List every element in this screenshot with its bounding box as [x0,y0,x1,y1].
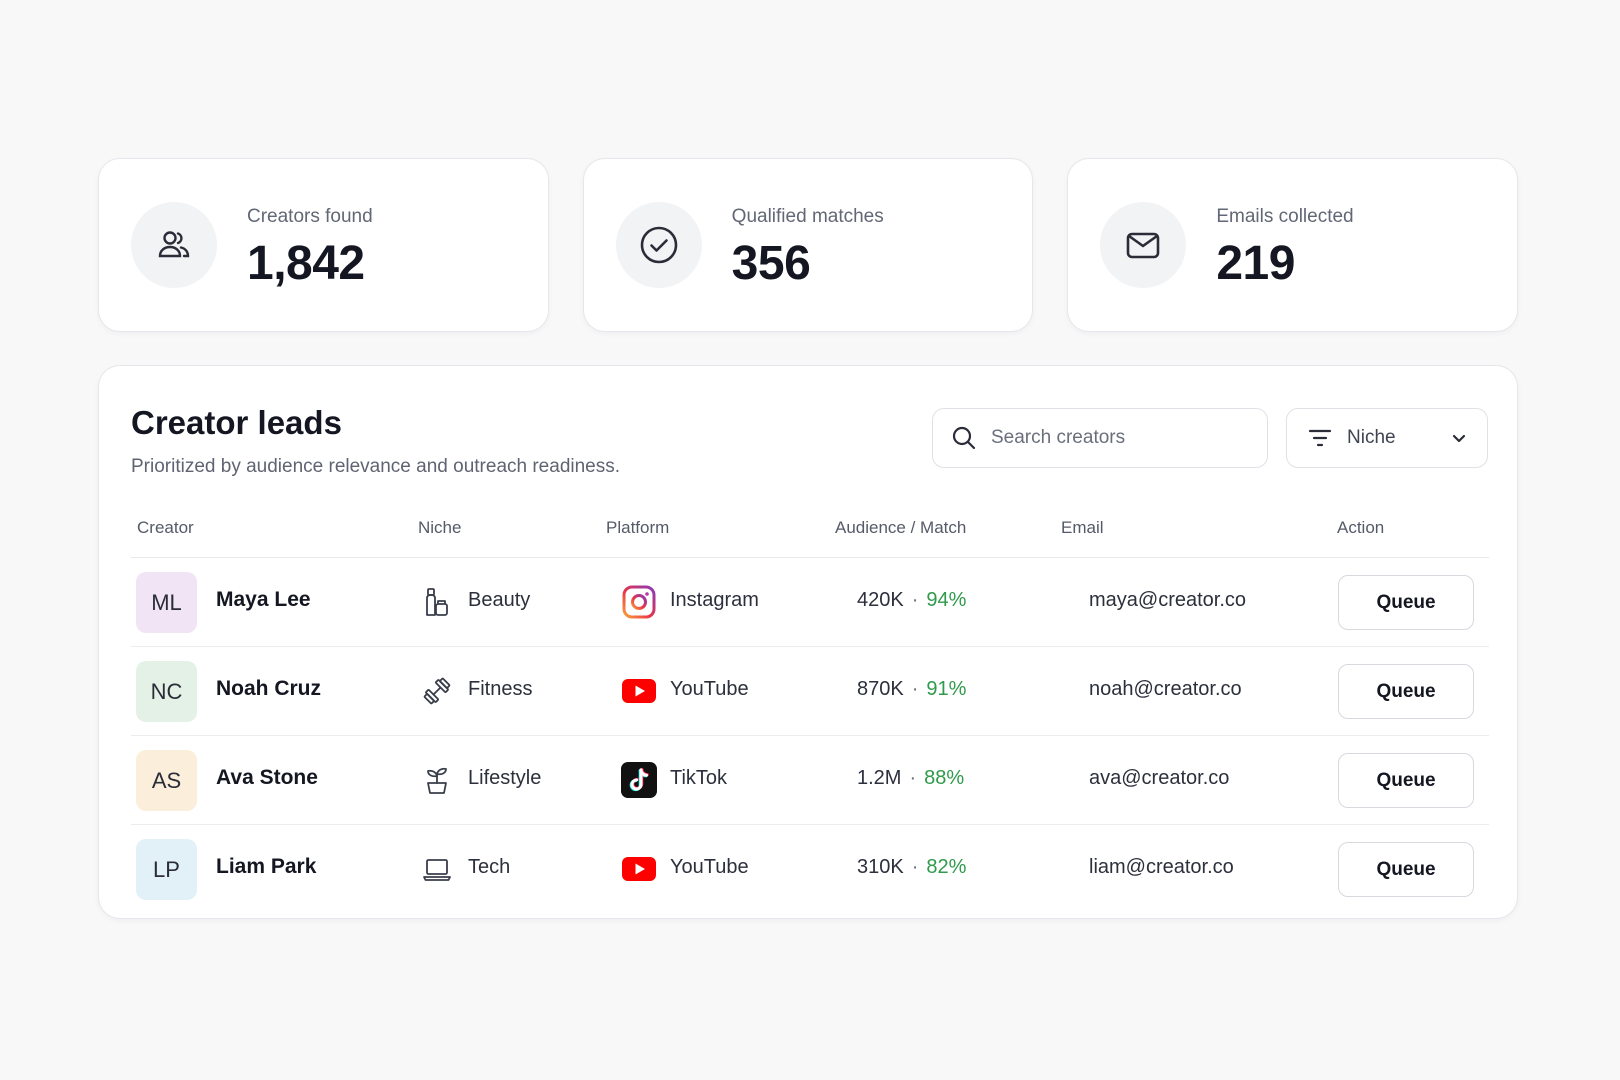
column-header-niche[interactable]: Niche [418,518,462,537]
avatar: LP [136,839,197,900]
plant-icon [427,767,447,794]
column-header-email[interactable]: Email [1061,518,1104,537]
audience-count: 870K [857,678,904,700]
platform-label: YouTube [670,856,749,878]
avatar: ML [136,572,197,633]
match-percent: 91% [926,678,967,700]
platform-label: Instagram [670,589,759,611]
creator-email: maya@creator.co [1089,589,1247,611]
youtube-icon [622,679,656,703]
column-header-action[interactable]: Action [1337,518,1385,537]
chevron-down-icon [1452,434,1466,443]
stat-label: Creators found [247,205,373,227]
panel-subtitle: Prioritized by audience relevance and ou… [131,456,621,477]
check-circle-icon [615,202,702,288]
creator-email: liam@creator.co [1089,856,1234,878]
stat-value: 1,842 [247,236,365,290]
beauty-bottle-icon [426,588,448,616]
niche-filter-dropdown[interactable]: Niche [1286,408,1488,468]
avatar: NC [136,661,197,722]
stat-card-qualified-matches: Qualified matches 356 [582,158,1034,332]
table-row: ML Maya Lee Beauty Instagram 420K · 94% ma… [131,558,1489,647]
platform-label: TikTok [670,767,728,789]
mail-icon [1100,202,1187,288]
creator-name: Maya Lee [216,588,311,611]
stats-row: Creators found 1,842 Qualified matches 3… [98,158,1519,332]
audience-match: 420K · 94% [857,589,967,611]
audience-match: 870K · 91% [857,678,967,700]
stat-card-emails-collected: Emails collected 219 [1067,158,1519,332]
laptop-icon [423,859,451,881]
column-header-audience-match[interactable]: Audience / Match [835,518,967,537]
audience-count: 310K [857,856,904,878]
audience-count: 1.2M [857,767,902,789]
stat-value: 219 [1216,236,1295,290]
audience-count: 420K [857,589,904,611]
filter-icon [1308,429,1332,447]
audience-match: 310K · 82% [857,856,967,878]
search-input[interactable] [991,427,1251,449]
stat-label: Emails collected [1216,205,1354,227]
niche-label: Tech [468,856,511,878]
creator-email: ava@creator.co [1089,767,1230,789]
queue-button[interactable]: Queue [1338,842,1474,897]
tiktok-icon [621,762,657,798]
creator-email: noah@creator.co [1089,678,1242,700]
stat-card-creators-found: Creators found 1,842 [98,158,549,332]
youtube-icon [622,857,656,881]
panel-title: Creator leads [131,404,342,441]
niche-label: Lifestyle [468,767,542,789]
dumbbell-icon [423,677,451,705]
stat-value: 356 [731,236,811,290]
instagram-icon [622,585,656,619]
divider [131,735,1489,736]
divider [131,646,1489,647]
audience-match: 1.2M · 88% [857,767,965,789]
table-row: AS Ava Stone Lifestyle TikTok 1.2M · 88% a… [131,736,1489,825]
platform-label: YouTube [670,678,749,700]
stat-label: Qualified matches [731,205,884,227]
match-percent: 82% [926,856,967,878]
niche-label: Fitness [468,678,533,700]
queue-button[interactable]: Queue [1338,753,1474,808]
search-icon [952,426,976,450]
avatar: AS [136,750,197,811]
table-row: LP Liam Park Tech YouTube 310K · 82% liam@… [131,825,1489,914]
creator-name: Noah Cruz [216,677,321,700]
queue-button[interactable]: Queue [1338,575,1474,630]
filter-label: Niche [1347,427,1396,448]
column-header-creator[interactable]: Creator [137,518,194,537]
creator-name: Liam Park [216,855,317,878]
table-row: NC Noah Cruz Fitness YouTube 870K · 91% no… [131,647,1489,736]
match-percent: 88% [924,767,965,789]
divider [131,557,1489,558]
users-icon [131,202,217,288]
creator-name: Ava Stone [216,766,318,789]
match-percent: 94% [926,589,967,611]
queue-button[interactable]: Queue [1338,664,1474,719]
divider [131,824,1489,825]
column-header-platform[interactable]: Platform [606,518,670,537]
niche-label: Beauty [468,589,531,611]
creator-leads-panel: Creator leads Prioritized by audience re… [98,365,1518,919]
search-box[interactable] [932,408,1268,468]
